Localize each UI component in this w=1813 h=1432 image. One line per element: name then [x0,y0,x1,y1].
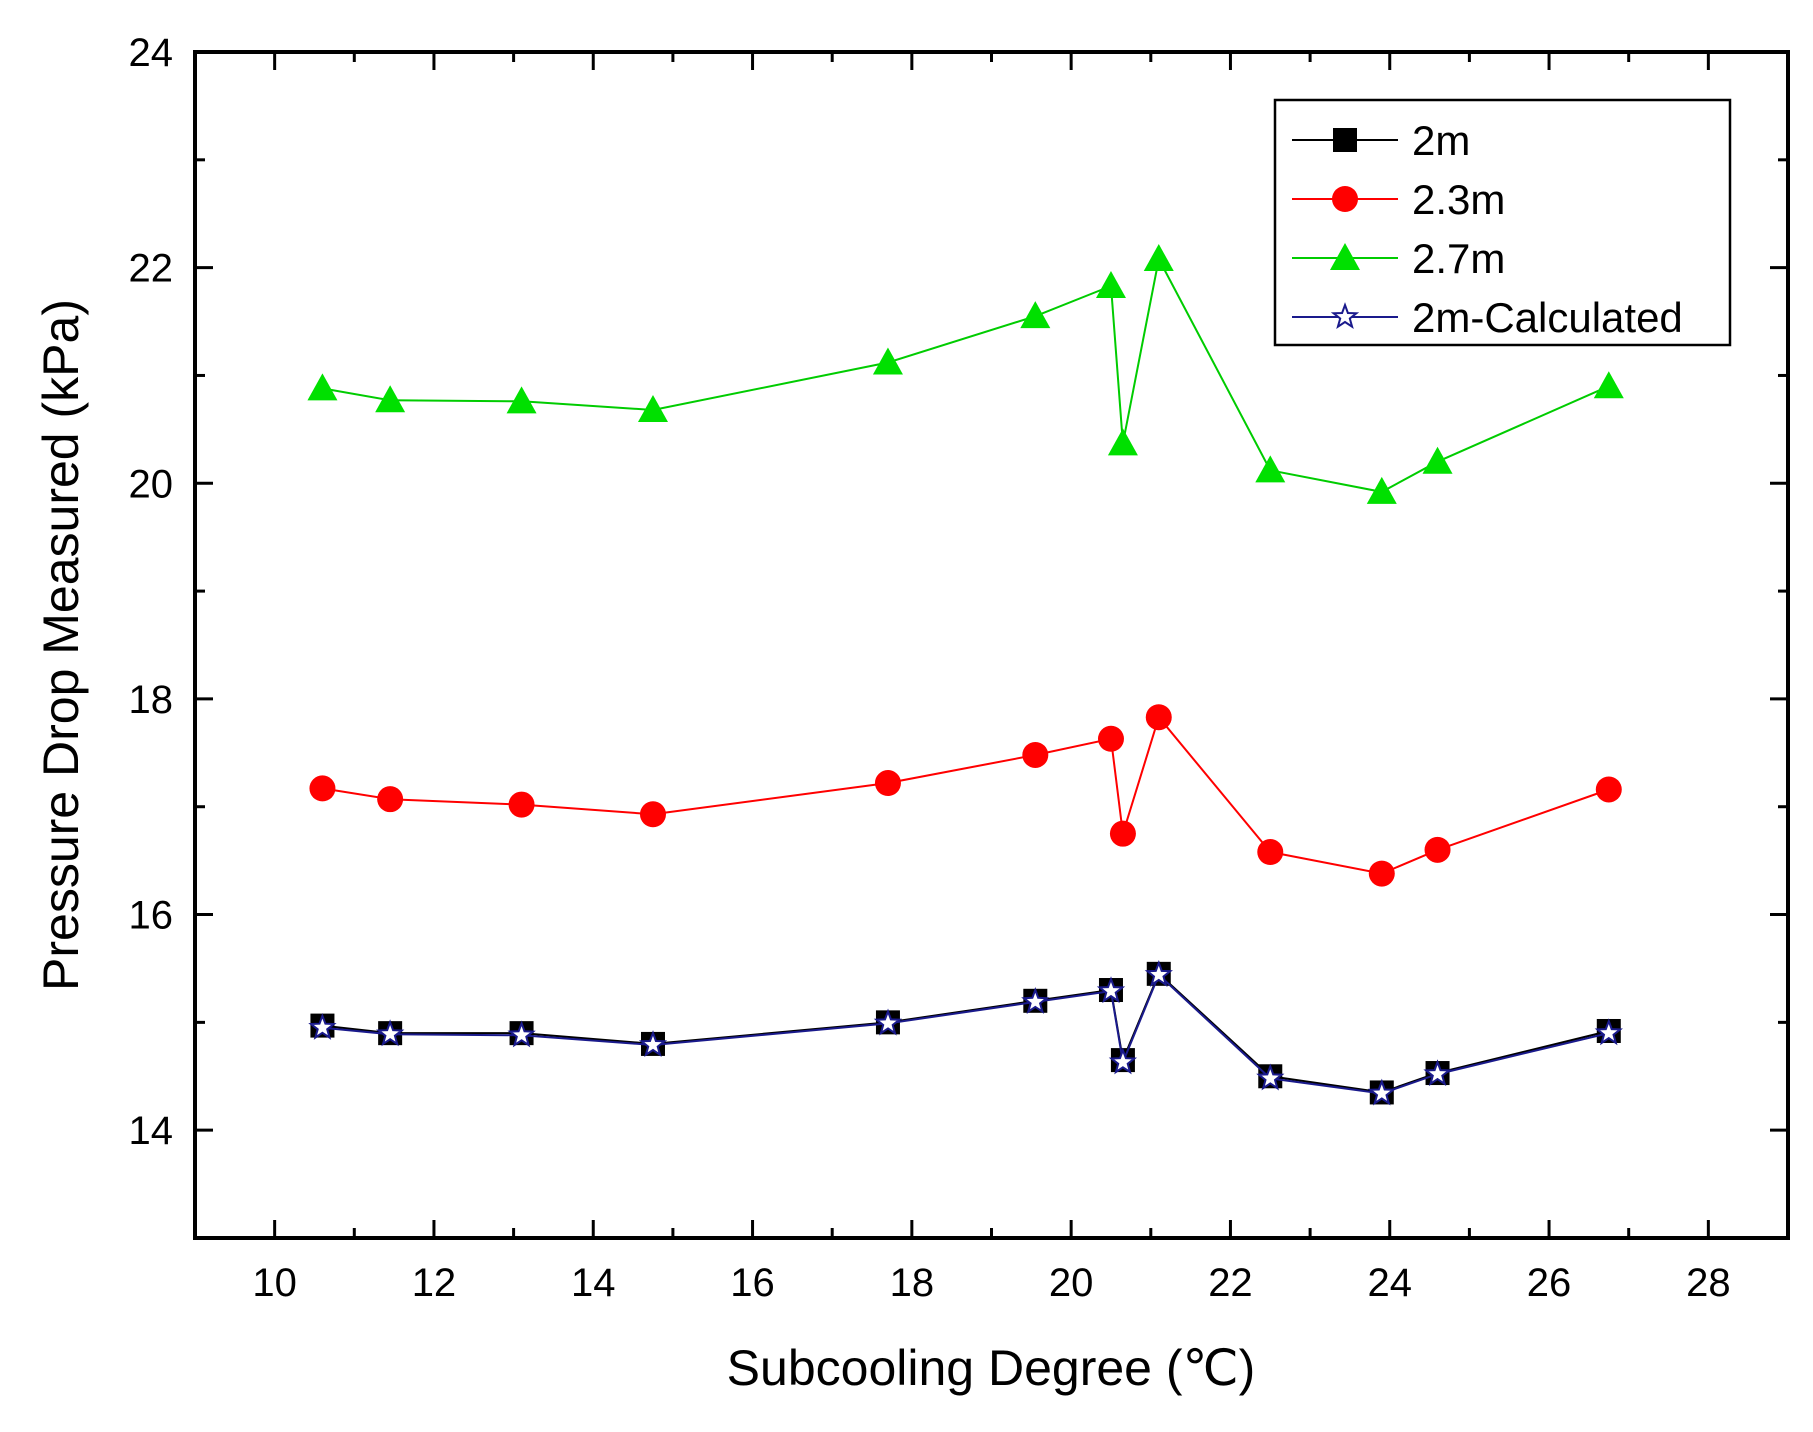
data-point [1108,1047,1138,1075]
data-point [638,1030,668,1058]
series-2.3m [309,704,1622,887]
data-point [307,373,338,401]
data-point [1144,960,1173,987]
legend-marker [1330,302,1360,330]
data-point [874,770,901,797]
data-point [1424,836,1451,863]
data-point [1256,1063,1285,1091]
y-tick-label: 24 [129,31,174,75]
data-point [1368,860,1395,887]
data-point [1255,455,1286,483]
legend-label: 2m [1412,117,1470,164]
x-tick-label: 26 [1527,1261,1572,1305]
data-point [1096,976,1126,1004]
x-tick-label: 24 [1368,1261,1413,1305]
y-tick-label: 16 [129,894,174,938]
y-tick-label: 18 [129,678,174,722]
x-tick-label: 28 [1686,1261,1731,1305]
data-point [1595,776,1622,803]
data-point [1422,446,1453,474]
legend-marker [1332,186,1358,212]
y-tick-label: 20 [129,462,174,506]
data-point [1594,1018,1623,1046]
data-point [1367,1078,1396,1106]
data-point [375,385,406,413]
data-point [1366,476,1397,504]
data-point [377,786,404,813]
data-point [309,775,336,802]
data-point [1145,704,1172,731]
x-tick-label: 10 [252,1261,297,1305]
x-tick-label: 20 [1049,1261,1094,1305]
legend: 2m 2.3m 2.7m 2m-Calculated [1273,98,1732,347]
data-point [637,394,668,422]
x-tick-label: 14 [571,1261,616,1305]
data-point [508,791,535,818]
x-tick-label: 16 [730,1261,775,1305]
data-point [1021,986,1050,1014]
legend-marker [1330,243,1360,270]
legend-label: 2.7m [1412,235,1505,282]
data-point [507,1020,536,1048]
data-point [1107,428,1138,456]
axis-ticks: 10 12 14 16 18 20 22 24 26 28 14 16 18 20 22 24 [129,31,1790,1305]
data-point [873,1008,903,1036]
data-point [872,347,903,375]
y-axis-title: Pressure Drop Measured (kPa) [33,299,89,991]
x-tick-label: 12 [412,1261,457,1305]
data-point [639,801,666,828]
data-point [1095,270,1126,298]
x-tick-label: 18 [890,1261,935,1305]
data-point [506,386,537,414]
data-point [308,1012,337,1040]
data-point [1022,741,1049,768]
data-point [375,1019,405,1047]
legend-label: 2m-Calculated [1412,294,1683,341]
data-point [1020,301,1051,329]
series-2m-Calculated [308,960,1623,1106]
data-point [1109,820,1136,847]
series-layer [307,244,1624,1106]
data-point [1423,1059,1452,1087]
data-point [1143,244,1174,272]
y-tick-label: 14 [129,1109,174,1153]
x-axis-title: Subcooling Degree (℃) [727,1340,1256,1396]
data-point [1097,725,1124,752]
legend-marker [1333,128,1357,152]
data-point [1593,371,1624,399]
data-point [1257,839,1284,866]
y-tick-label: 22 [129,247,174,291]
series-2.7m [307,244,1624,504]
x-tick-label: 22 [1208,1261,1253,1305]
legend-label: 2.3m [1412,176,1505,223]
